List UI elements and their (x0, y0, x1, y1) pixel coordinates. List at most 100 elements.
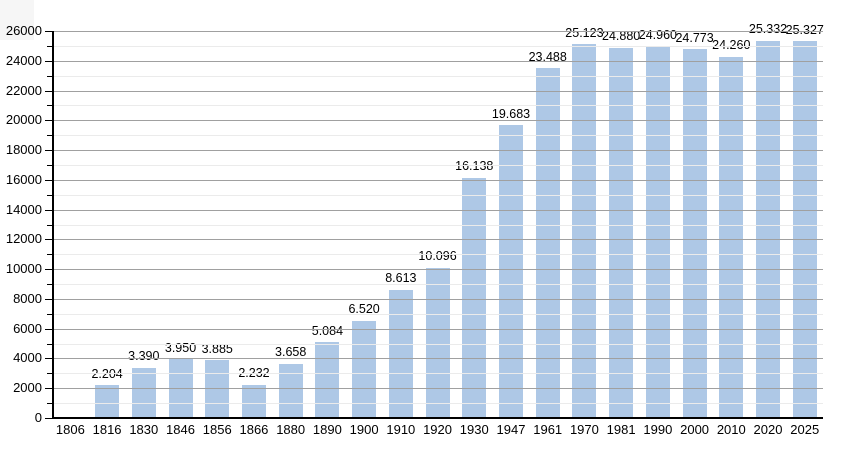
major-gridline (52, 150, 823, 152)
bar-slot-1920: 10.096 (418, 31, 457, 418)
bar-1830 (131, 367, 156, 418)
bar-1990 (645, 46, 670, 418)
y-tick-label: 12000 (5, 231, 42, 247)
bar-value-label: 6.520 (348, 302, 380, 317)
bar-value-label: 3.885 (201, 341, 233, 356)
x-tick-label: 1866 (239, 422, 269, 437)
major-tick (45, 298, 52, 300)
major-gridline (52, 90, 823, 92)
minor-tick (47, 105, 52, 107)
minor-tick (47, 403, 52, 405)
x-axis-line (52, 416, 823, 419)
major-tick (45, 418, 52, 419)
minor-tick (47, 194, 52, 196)
minor-gridline (52, 254, 823, 256)
bar-slot-1947: 19.683 (492, 31, 530, 418)
bar-slot-1930: 16.138 (455, 31, 493, 418)
minor-tick (47, 75, 52, 77)
x-tick-label: 1981 (606, 422, 636, 437)
bar-2010 (719, 56, 744, 418)
bar-1970 (572, 44, 597, 418)
x-tick-label: 1900 (349, 422, 379, 437)
bar-value-label: 8.613 (385, 271, 417, 286)
minor-gridline (52, 135, 823, 137)
minor-tick (47, 224, 52, 226)
minor-tick (47, 164, 52, 166)
major-tick (45, 269, 52, 271)
x-tick-label: 1970 (569, 422, 599, 437)
bar-slot-1880: 3.658 (272, 31, 309, 418)
minor-tick (47, 45, 52, 47)
major-tick (45, 31, 52, 32)
bar-value-label: 25.327 (785, 22, 824, 37)
bar-1890 (315, 342, 340, 418)
major-gridline (52, 31, 823, 32)
bar-1816 (95, 385, 120, 418)
bar-1900 (352, 320, 377, 418)
bar-series: 2.204 3.390 3.950 3.885 2.232 3.658 5.084 6.520… (52, 23, 824, 418)
bar-value-label: 24.880 (602, 29, 641, 44)
x-tick-label: 2010 (716, 422, 746, 437)
x-tick-label: 1961 (533, 422, 563, 437)
bar-value-label: 3.950 (164, 340, 197, 355)
minor-gridline (52, 105, 823, 107)
bar-value-label: 2.232 (238, 366, 270, 381)
minor-gridline (52, 194, 823, 196)
bar-1947 (498, 125, 523, 418)
y-tick-label: 8000 (13, 290, 42, 306)
minor-gridline (52, 45, 823, 47)
major-gridline (52, 179, 823, 181)
bar-slot-2000: 24.773 (675, 30, 714, 418)
x-axis-tick-labels: 1806 1816 1830 1846 1856 1866 1880 1890 1900 1910… (52, 422, 823, 438)
y-tick-label: 0 (34, 410, 42, 425)
y-tick-label: 24000 (5, 52, 42, 68)
major-gridline (52, 209, 823, 211)
major-gridline (52, 239, 823, 241)
x-tick-label: 1920 (423, 422, 452, 437)
bar-2000 (682, 49, 707, 418)
minor-gridline (52, 164, 823, 166)
major-tick (45, 120, 52, 122)
bar-slot-1900: 6.520 (346, 31, 383, 418)
major-gridline (52, 269, 823, 271)
minor-gridline (52, 313, 823, 315)
x-tick-label: 1930 (459, 422, 489, 437)
x-tick-label: 1880 (276, 422, 306, 437)
major-tick (45, 179, 52, 181)
y-tick-label: 2000 (13, 380, 42, 396)
major-gridline (52, 120, 823, 122)
bar-value-label: 25.332 (748, 22, 788, 37)
y-tick-label: 14000 (5, 201, 42, 217)
minor-gridline (52, 343, 823, 345)
bar-1981 (609, 47, 634, 418)
bar-1930 (462, 177, 487, 418)
major-tick (45, 239, 52, 241)
minor-tick (47, 373, 52, 375)
major-gridline (52, 358, 823, 360)
y-tick-label: 18000 (5, 142, 42, 158)
minor-tick (47, 135, 52, 137)
bar-value-label: 24.773 (675, 30, 714, 45)
bar-1961 (535, 68, 560, 418)
x-tick-label: 1830 (129, 422, 159, 437)
minor-gridline (52, 373, 823, 375)
minor-gridline (52, 403, 823, 405)
corner-shading (0, 0, 34, 40)
x-tick-label: 1910 (386, 422, 416, 437)
minor-gridline (52, 284, 823, 286)
major-tick (45, 328, 52, 330)
bar-value-label: 5.084 (311, 323, 344, 338)
x-tick-label: 1846 (166, 422, 195, 437)
major-tick (45, 60, 52, 62)
bar-1910 (388, 289, 413, 418)
x-tick-label: 2020 (753, 422, 783, 437)
y-tick-label: 16000 (5, 171, 42, 187)
major-tick (45, 358, 52, 360)
major-tick (45, 150, 52, 152)
x-tick-label: 1806 (55, 422, 85, 437)
major-gridline (52, 298, 823, 300)
minor-tick (47, 343, 52, 345)
bar-1880 (278, 363, 303, 418)
major-gridline (52, 60, 823, 62)
